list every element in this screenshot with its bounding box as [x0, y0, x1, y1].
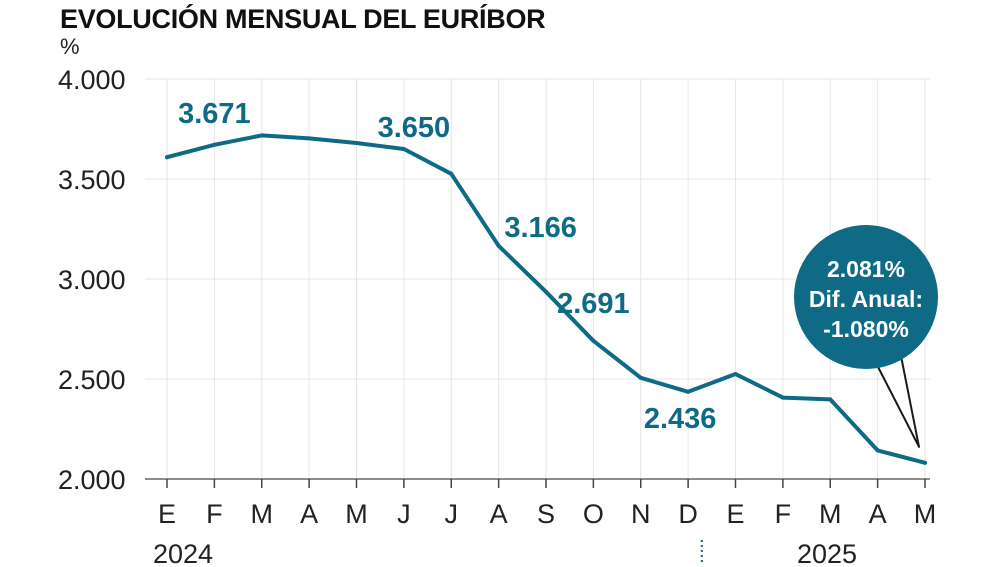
data-label: 2.436 — [644, 403, 717, 435]
y-tick-label: 2.000 — [58, 465, 126, 495]
y-tick-label: 4.000 — [58, 65, 126, 95]
grid-layer — [145, 78, 930, 480]
y-tick-label: 3.000 — [58, 265, 126, 295]
data-point — [544, 289, 548, 294]
x-tick-label: F — [775, 499, 792, 529]
callout-text: -1.080% — [823, 316, 909, 342]
data-point — [307, 136, 312, 141]
y-unit-label: % — [60, 34, 80, 59]
x-tick-label: E — [726, 499, 744, 529]
x-tick-label: S — [537, 499, 555, 529]
x-tick-label: O — [583, 499, 604, 529]
x-tick-label: A — [869, 499, 887, 529]
x-tick-label: A — [300, 499, 318, 529]
data-point — [828, 397, 833, 402]
data-point — [780, 395, 785, 400]
x-tick-label: M — [914, 499, 937, 529]
data-point — [354, 141, 359, 145]
x-tick-label: J — [397, 499, 411, 529]
x-tick-label: D — [678, 499, 698, 529]
x-tick-label: M — [345, 499, 368, 529]
data-label: 3.671 — [178, 98, 251, 130]
data-labels: 3.671 3.650 3.166 2.691 2.436 — [178, 98, 716, 435]
data-point — [259, 133, 264, 138]
series-layer — [165, 133, 927, 465]
y-axis-ticks: 4.000 3.500 3.000 2.500 2.000 — [58, 65, 126, 495]
year-labels: 2024 2025 — [153, 539, 857, 567]
chart-title: EVOLUCIÓN MENSUAL DEL EURÍBOR — [60, 3, 545, 34]
y-tick-label: 3.500 — [58, 165, 126, 195]
data-point — [733, 372, 738, 376]
data-label: 2.691 — [557, 288, 630, 320]
data-point — [401, 147, 406, 151]
y-tick-label: 2.500 — [58, 365, 126, 395]
data-point — [165, 155, 169, 160]
data-point — [496, 243, 501, 248]
data-point — [591, 338, 596, 343]
callout: 2.081% Dif. Anual: -1.080% — [794, 225, 938, 448]
data-point — [212, 142, 217, 147]
year-label: 2025 — [797, 539, 857, 567]
callout-text: 2.081% — [827, 256, 905, 282]
callout-text: Dif. Anual: — [809, 286, 923, 312]
data-point — [449, 171, 454, 176]
data-label: 3.166 — [504, 212, 577, 244]
data-label: 3.650 — [378, 112, 451, 144]
callout-bubble — [794, 225, 938, 369]
x-tick-label: J — [445, 499, 459, 529]
data-point — [923, 460, 927, 465]
data-point — [638, 375, 643, 380]
x-tick-label: F — [206, 499, 223, 529]
x-tick-label: E — [158, 499, 176, 529]
x-tick-label: N — [631, 499, 651, 529]
x-tick-label: M — [819, 499, 842, 529]
x-tick-label: M — [251, 499, 274, 529]
data-point — [686, 389, 691, 394]
year-label: 2024 — [153, 539, 213, 567]
x-tick-label: A — [490, 499, 508, 529]
data-point — [875, 448, 880, 453]
